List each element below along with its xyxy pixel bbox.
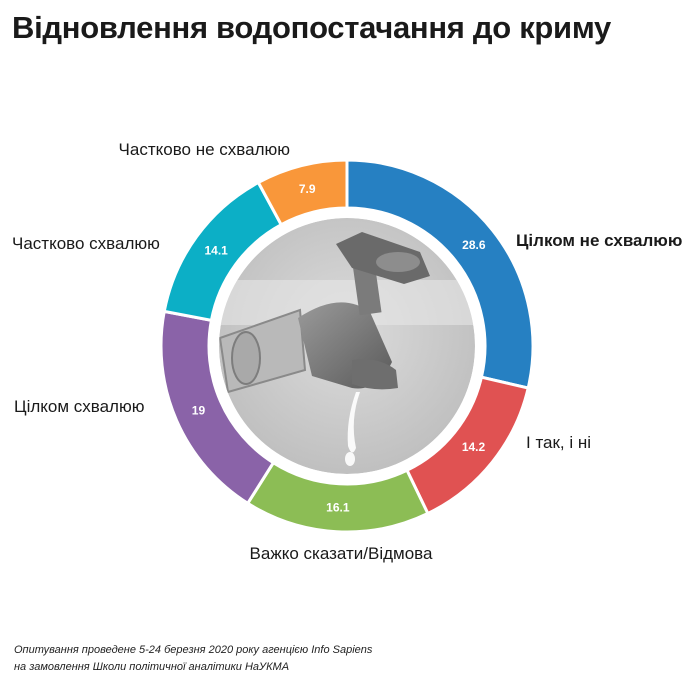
category-label: Частково схвалюю bbox=[12, 234, 160, 253]
slice-value-label: 19 bbox=[192, 404, 206, 418]
category-labels: Цілком не схвалюю І так, і ні Важко сказат… bbox=[12, 140, 682, 563]
category-label: Цілком схвалюю bbox=[14, 397, 145, 416]
slice-value-label: 28.6 bbox=[462, 238, 486, 252]
slice-value-labels: 28.6 14.2 16.1 19 14.1 7.9 bbox=[192, 182, 486, 515]
slice-value-label: 16.1 bbox=[326, 501, 350, 515]
footnote-line-1: Опитування проведене 5-24 березня 2020 р… bbox=[14, 644, 373, 656]
chart-title: Відновлення водопостачання до криму bbox=[12, 10, 611, 45]
slice-value-label: 7.9 bbox=[299, 182, 316, 196]
faucet-photo bbox=[219, 218, 475, 474]
category-label: І так, і ні bbox=[526, 433, 591, 452]
slice-value-label: 14.2 bbox=[462, 440, 486, 454]
category-label: Цілком не схвалюю bbox=[516, 231, 682, 250]
category-label: Важко сказати/Відмова bbox=[250, 544, 433, 563]
donut-slices bbox=[159, 158, 535, 534]
category-label: Частково не схвалюю bbox=[119, 140, 291, 159]
donut-slice bbox=[256, 158, 349, 227]
footnote-line-2: на замовлення Школи політичної аналітики… bbox=[14, 661, 290, 673]
slice-value-label: 14.1 bbox=[204, 243, 228, 257]
source-footnote: Опитування проведене 5-24 березня 2020 р… bbox=[14, 642, 372, 676]
